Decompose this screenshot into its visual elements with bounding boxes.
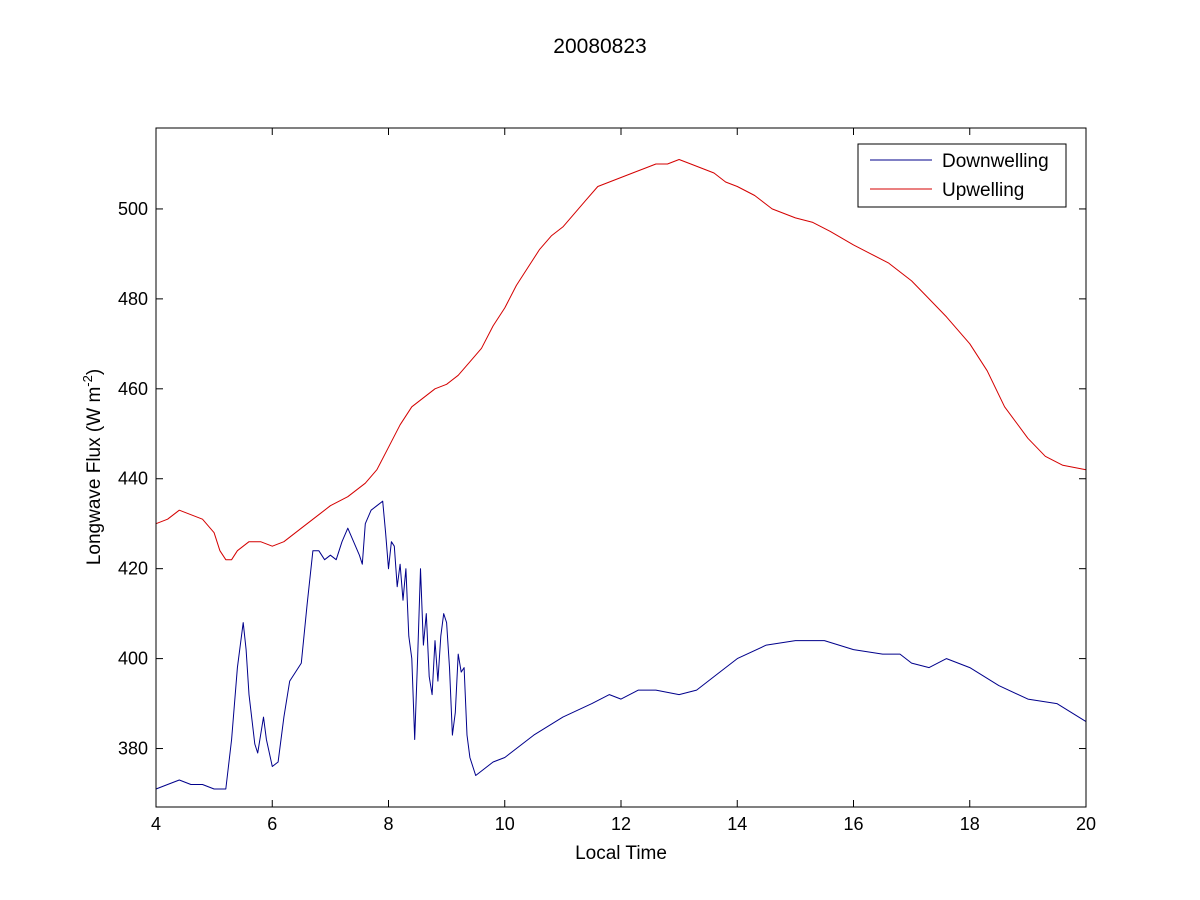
y-tick-label: 460	[118, 379, 148, 399]
y-axis-label: Longwave Flux (W m-2)	[80, 369, 105, 565]
x-tick-label: 14	[727, 814, 747, 834]
y-tick-label: 440	[118, 469, 148, 489]
series-layer	[155, 159, 1087, 790]
x-axis: 4 6 8 10 12 14 16 18 20	[151, 128, 1096, 834]
y-tick-label: 380	[118, 739, 148, 759]
x-tick-label: 20	[1076, 814, 1096, 834]
x-tick-label: 18	[960, 814, 980, 834]
series-line-downwelling	[155, 500, 1087, 790]
x-tick-label: 4	[151, 814, 161, 834]
legend-label-downwelling: Downwelling	[942, 151, 1049, 172]
chart-title: 20080823	[553, 35, 646, 58]
y-axis: 380 400 420 440 460 480 500	[118, 199, 1086, 759]
y-tick-label: 500	[118, 199, 148, 219]
x-tick-label: 6	[267, 814, 277, 834]
y-axis-label-superscript: -2	[80, 375, 95, 387]
y-axis-label-suffix: )	[84, 369, 105, 375]
x-tick-label: 16	[843, 814, 863, 834]
y-axis-label-main: Longwave Flux (W m	[84, 387, 105, 565]
x-tick-label: 10	[495, 814, 515, 834]
legend-box	[857, 143, 1067, 208]
x-tick-label: 8	[383, 814, 393, 834]
y-tick-label: 420	[118, 559, 148, 579]
x-tick-label: 12	[611, 814, 631, 834]
legend: Downwelling Upwelling	[857, 143, 1067, 208]
y-tick-label: 480	[118, 289, 148, 309]
plot-area	[156, 128, 1086, 807]
legend-label-upwelling: Upwelling	[942, 180, 1024, 201]
series-line-upwelling	[155, 159, 1087, 561]
axes-background	[156, 128, 1086, 807]
x-axis-label: Local Time	[575, 843, 667, 864]
y-tick-label: 400	[118, 649, 148, 669]
